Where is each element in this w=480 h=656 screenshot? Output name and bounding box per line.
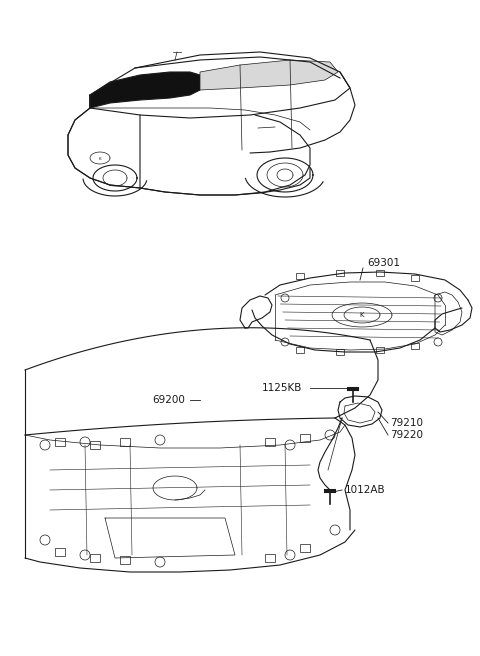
Bar [296,273,304,279]
Bar [300,544,310,552]
Bar [55,438,65,446]
Bar [120,438,130,446]
Text: 1125KB: 1125KB [262,383,302,393]
Text: 69200: 69200 [152,395,185,405]
Text: 1012AB: 1012AB [345,485,385,495]
Text: K: K [99,157,101,161]
Bar [55,548,65,556]
Bar [411,275,419,281]
Bar [411,343,419,349]
Bar [296,347,304,353]
Text: K: K [360,312,364,318]
Bar [376,270,384,276]
Bar [265,438,275,446]
PathPatch shape [90,72,200,108]
Bar [90,441,100,449]
Bar [336,349,344,355]
Bar [336,270,344,276]
Bar [265,554,275,562]
Bar [376,347,384,353]
Bar [300,434,310,442]
Text: 79210: 79210 [390,418,423,428]
Bar [120,556,130,564]
Text: 79220: 79220 [390,430,423,440]
Text: 69301: 69301 [367,258,400,268]
PathPatch shape [200,60,338,90]
Bar [90,554,100,562]
